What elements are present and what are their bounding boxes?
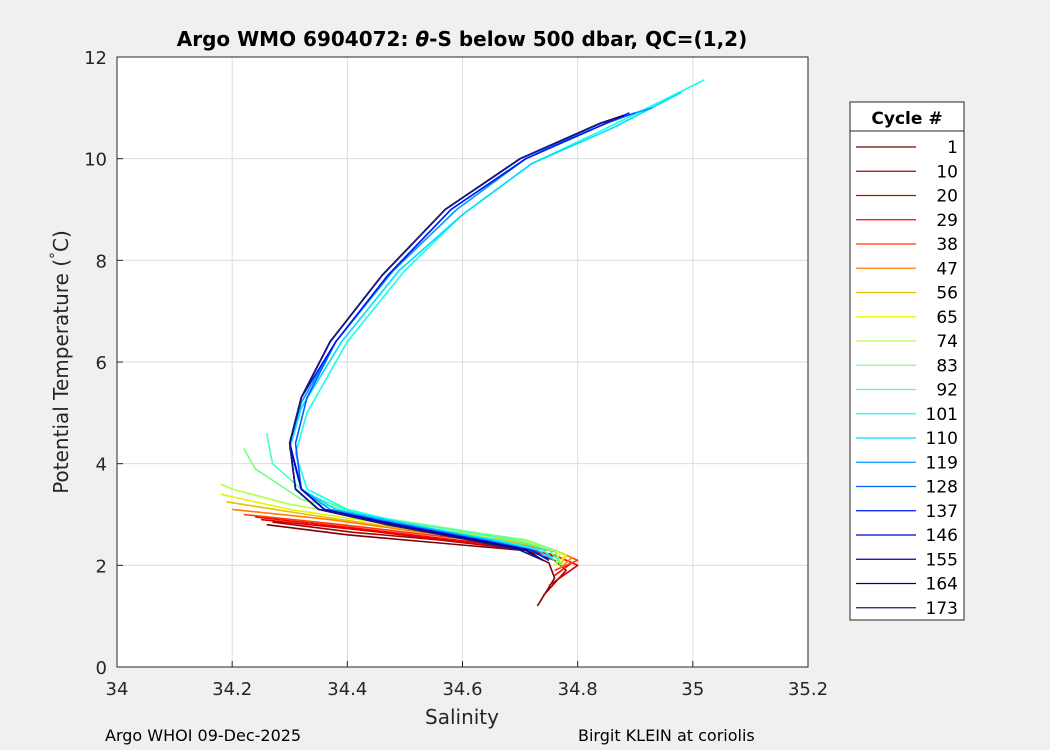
x-tick-label: 35 — [681, 679, 704, 700]
legend-label: 110 — [926, 429, 958, 449]
x-tick-labels: 34 34.2 34.4 34.6 34.8 35 35.2 — [106, 661, 828, 700]
y-tick-label: 10 — [84, 150, 107, 171]
legend-label: 10 — [936, 162, 958, 182]
x-tick-label: 34.6 — [442, 679, 482, 700]
legend-label: 146 — [926, 526, 958, 546]
y-tick-label: 4 — [96, 455, 107, 476]
y-tick-label: 6 — [96, 353, 107, 374]
x-tick-label: 34.8 — [558, 679, 598, 700]
footer-right: Birgit KLEIN at coriolis — [578, 726, 755, 745]
x-tick-label: 34.2 — [212, 679, 252, 700]
y-axis-label: Potential Temperature (°C) — [48, 230, 73, 494]
legend: Cycle # 11020293847566574839210111011912… — [849, 101, 965, 621]
series-line-10 — [265, 433, 561, 564]
legend-label: 1 — [947, 138, 958, 158]
legend-box — [849, 101, 965, 621]
legend-items: 1102029384756657483921011101191281371461… — [856, 138, 958, 619]
series-line-12 — [288, 91, 682, 561]
legend-label: 56 — [936, 284, 958, 304]
legend-label: 173 — [926, 599, 958, 619]
legend-label: 29 — [936, 211, 958, 231]
x-tick-label: 34 — [106, 679, 129, 700]
legend-label: 47 — [936, 259, 958, 279]
y-tick-label: 8 — [96, 251, 107, 272]
legend-label: 119 — [926, 453, 958, 473]
legend-title: Cycle # — [871, 109, 942, 129]
y-tick-label: 2 — [96, 556, 107, 577]
series-line-19 — [288, 117, 619, 562]
x-tick-label: 35.2 — [788, 679, 828, 700]
legend-label: 155 — [926, 550, 958, 570]
legend-label: 137 — [926, 502, 958, 522]
x-tick-label: 34.4 — [327, 679, 367, 700]
series-line-9 — [243, 448, 562, 566]
legend-label: 164 — [926, 575, 958, 595]
y-tick-label: 12 — [84, 48, 107, 69]
y-tick-labels: 0 2 4 6 8 10 12 — [84, 48, 123, 679]
legend-label: 74 — [936, 332, 958, 352]
legend-label: 92 — [936, 381, 958, 401]
x-axis-label: Salinity — [425, 705, 499, 729]
legend-label: 101 — [926, 405, 958, 425]
legend-label: 38 — [936, 235, 958, 255]
series-lines — [220, 79, 705, 607]
legend-label: 65 — [936, 308, 958, 328]
legend-label: 20 — [936, 187, 958, 207]
y-tick-label: 0 — [96, 658, 107, 679]
footer-left: Argo WHOI 09-Dec-2025 — [105, 726, 302, 745]
legend-label: 83 — [936, 356, 958, 376]
legend-label: 128 — [926, 478, 958, 498]
chart-title: Argo WMO 6904072: θ-S below 500 dbar, QC… — [177, 27, 747, 51]
